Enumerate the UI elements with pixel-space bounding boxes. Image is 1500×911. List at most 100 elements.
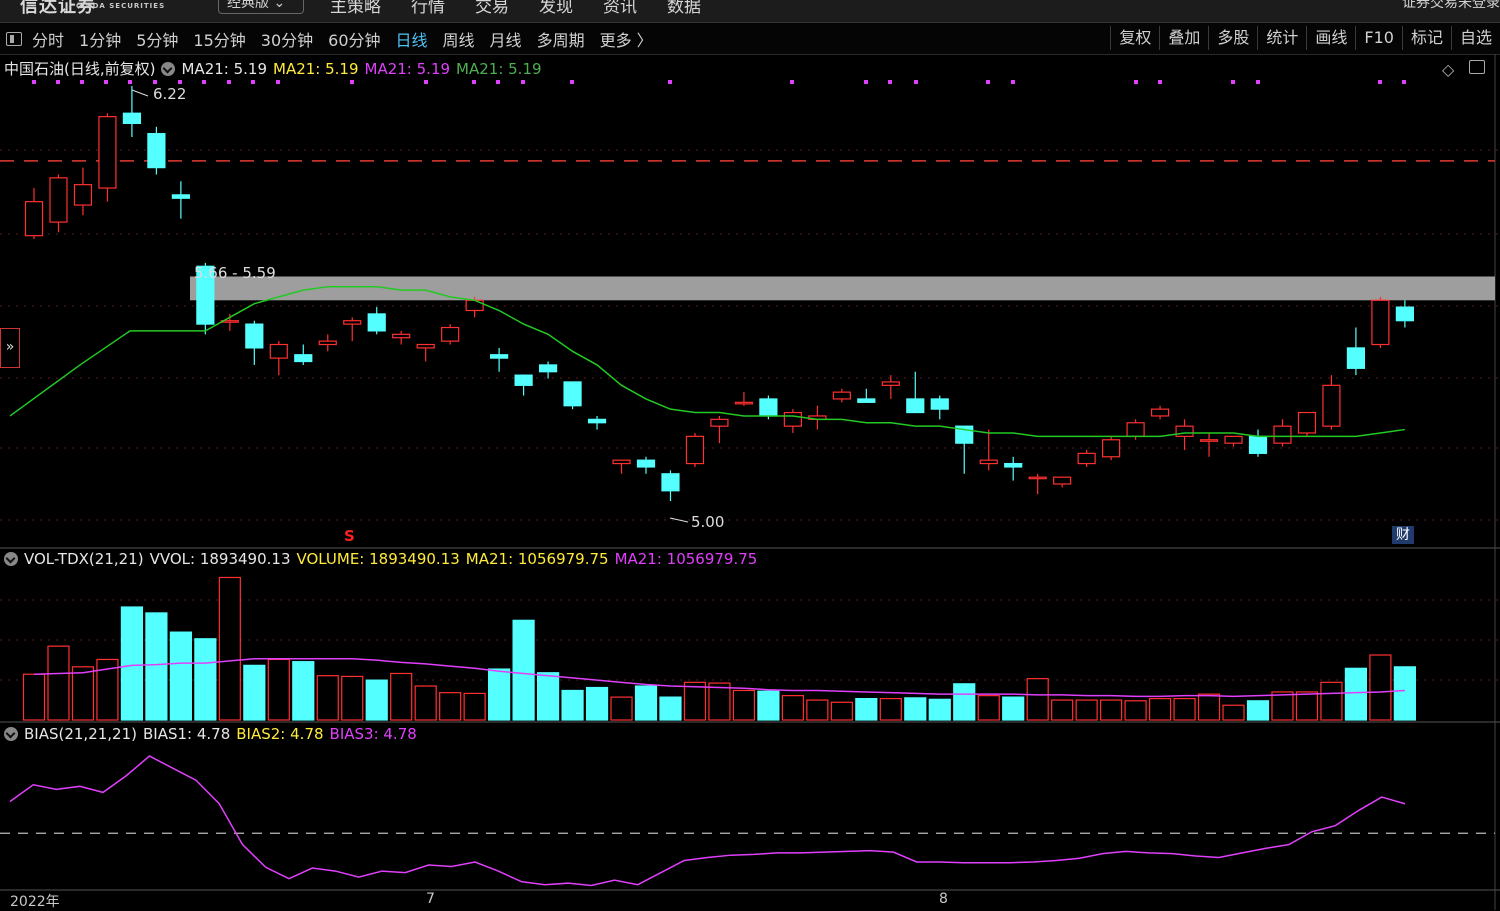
- toolbar-draw[interactable]: 画线: [1306, 26, 1355, 50]
- candle-body: [661, 473, 680, 492]
- candle-body: [1175, 425, 1194, 437]
- dropdown-circle-icon[interactable]: [4, 727, 18, 741]
- event-dot: [472, 80, 476, 84]
- ma-indicator-3: MA21: 5.19: [364, 59, 451, 78]
- expand-arrow-icon[interactable]: »: [0, 328, 20, 368]
- candle-body: [343, 320, 362, 325]
- ma21-line: [9, 285, 1405, 438]
- range-price-label: 5.66 - 5.59: [194, 264, 276, 282]
- candle-body: [734, 401, 754, 405]
- period-30min[interactable]: 30分钟: [260, 31, 314, 50]
- volume-bar: [1173, 697, 1196, 721]
- volume-bar: [585, 686, 609, 721]
- dropdown-circle-icon[interactable]: [161, 61, 176, 76]
- bias-line: [9, 755, 1406, 887]
- event-dot: [104, 80, 108, 84]
- high-pointer: [131, 89, 149, 97]
- login-status[interactable]: 证券交易未登录: [1402, 0, 1500, 11]
- date-label-year: 2022年: [10, 894, 60, 910]
- event-dot: [1256, 80, 1260, 84]
- period-60min[interactable]: 60分钟: [328, 31, 381, 50]
- candle-body: [171, 194, 190, 199]
- volume-bar: [341, 675, 364, 721]
- event-dot: [202, 80, 206, 84]
- volume-bar: [683, 681, 707, 721]
- period-15min[interactable]: 15分钟: [193, 31, 246, 50]
- version-selector[interactable]: 经典版 ⌄: [218, 0, 304, 14]
- period-timeshare[interactable]: 分时: [32, 31, 65, 50]
- toolbar-f10[interactable]: F10: [1355, 26, 1402, 50]
- toolbar-mark[interactable]: 标记: [1401, 26, 1451, 50]
- volume-bar: [365, 679, 388, 721]
- candle-body: [1028, 476, 1047, 480]
- volume-bar: [390, 672, 413, 721]
- toolbar-adjust[interactable]: 复权: [1110, 26, 1159, 50]
- dropdown-circle-icon[interactable]: [4, 552, 18, 566]
- candle-body: [759, 398, 778, 417]
- bias-title[interactable]: BIAS(21,21,21): [24, 725, 137, 743]
- candle-body: [441, 326, 460, 342]
- volume-bar: [120, 606, 144, 721]
- period-weekly[interactable]: 周线: [442, 31, 475, 50]
- period-monthly[interactable]: 月线: [489, 31, 522, 50]
- bias-legend: BIAS(21,21,21) BIAS1: 4.78 BIAS2: 4.78 B…: [4, 725, 417, 743]
- volume-bar: [634, 685, 658, 721]
- period-5min[interactable]: 5分钟: [136, 31, 179, 50]
- broker-logo: 信达证券 CINDA SECURITIES: [20, 0, 190, 17]
- menu-item-trade[interactable]: 交易: [475, 0, 509, 17]
- candle-body: [1273, 425, 1292, 444]
- event-dot: [914, 80, 918, 84]
- diamond-icon[interactable]: ◇: [1442, 60, 1455, 79]
- toolbar-watchlist[interactable]: 自选: [1450, 26, 1500, 50]
- menu-item-news[interactable]: 资讯: [603, 0, 637, 17]
- event-dot: [178, 80, 182, 84]
- volume-bar: [1148, 697, 1172, 721]
- candle-body: [1297, 411, 1317, 434]
- toolbar-statistics[interactable]: 统计: [1257, 26, 1306, 50]
- period-1min[interactable]: 1分钟: [79, 31, 122, 50]
- event-dot: [496, 80, 500, 84]
- volume-bar: [22, 673, 46, 721]
- menu-item-discover[interactable]: 发现: [539, 0, 573, 17]
- vol-title[interactable]: VOL-TDX(21,21): [24, 550, 144, 568]
- vol-ma-value-1: MA21: 1056979.75: [465, 550, 609, 568]
- menu-item-strategy[interactable]: 主策略: [330, 0, 381, 17]
- candle-body: [147, 133, 166, 169]
- period-daily[interactable]: 日线: [395, 31, 428, 50]
- candle-body: [1102, 439, 1121, 458]
- stock-chart[interactable]: 6.22 5.66 - 5.59 5.00: [0, 54, 1500, 910]
- volume-bar: [1393, 666, 1416, 721]
- volume-bar: [71, 666, 95, 721]
- toolbar-multi-stock[interactable]: 多股: [1208, 26, 1257, 50]
- finance-badge[interactable]: 财: [1392, 526, 1414, 544]
- main-legend: 中国石油(日线,前复权) MA21: 5.19 MA21: 5.19 MA21:…: [4, 58, 542, 79]
- period-more[interactable]: 更多 〉: [599, 31, 653, 50]
- volume-bar: [536, 672, 560, 721]
- window-icon[interactable]: [1469, 60, 1485, 74]
- main-title[interactable]: 中国石油(日线,前复权): [4, 60, 156, 78]
- volume-bar: [1246, 700, 1270, 721]
- ma-indicator-2: MA21: 5.19: [273, 59, 359, 78]
- event-dot: [350, 80, 354, 84]
- period-multi[interactable]: 多周期: [536, 31, 585, 50]
- candle-body: [514, 374, 533, 386]
- signal-s-mark[interactable]: S: [344, 527, 355, 545]
- high-price-label: 6.22: [153, 85, 186, 103]
- volume-bar: [977, 695, 1000, 721]
- period-toolbar: 分时 1分钟 5分钟 15分钟 30分钟 60分钟 日线 周线 月线 多周期 更…: [0, 23, 1500, 55]
- panel-toggle-icon[interactable]: [6, 32, 22, 46]
- toolbar-overlay[interactable]: 叠加: [1159, 26, 1208, 50]
- candle-body: [538, 364, 558, 373]
- volume-bar: [1075, 699, 1098, 721]
- vvol-value: VVOL: 1893490.13: [149, 550, 291, 568]
- event-dot: [1134, 80, 1138, 84]
- menu-item-data[interactable]: 数据: [667, 0, 701, 17]
- candle-body: [245, 323, 264, 349]
- volume-bar: [659, 696, 682, 721]
- menu-item-quotes[interactable]: 行情: [411, 0, 445, 17]
- logo-text: 信达证券: [20, 0, 96, 17]
- volume-bar: [1320, 681, 1343, 721]
- volume-bar: [610, 696, 633, 721]
- volume-bar: [267, 658, 290, 721]
- volume-bar: [1124, 700, 1147, 721]
